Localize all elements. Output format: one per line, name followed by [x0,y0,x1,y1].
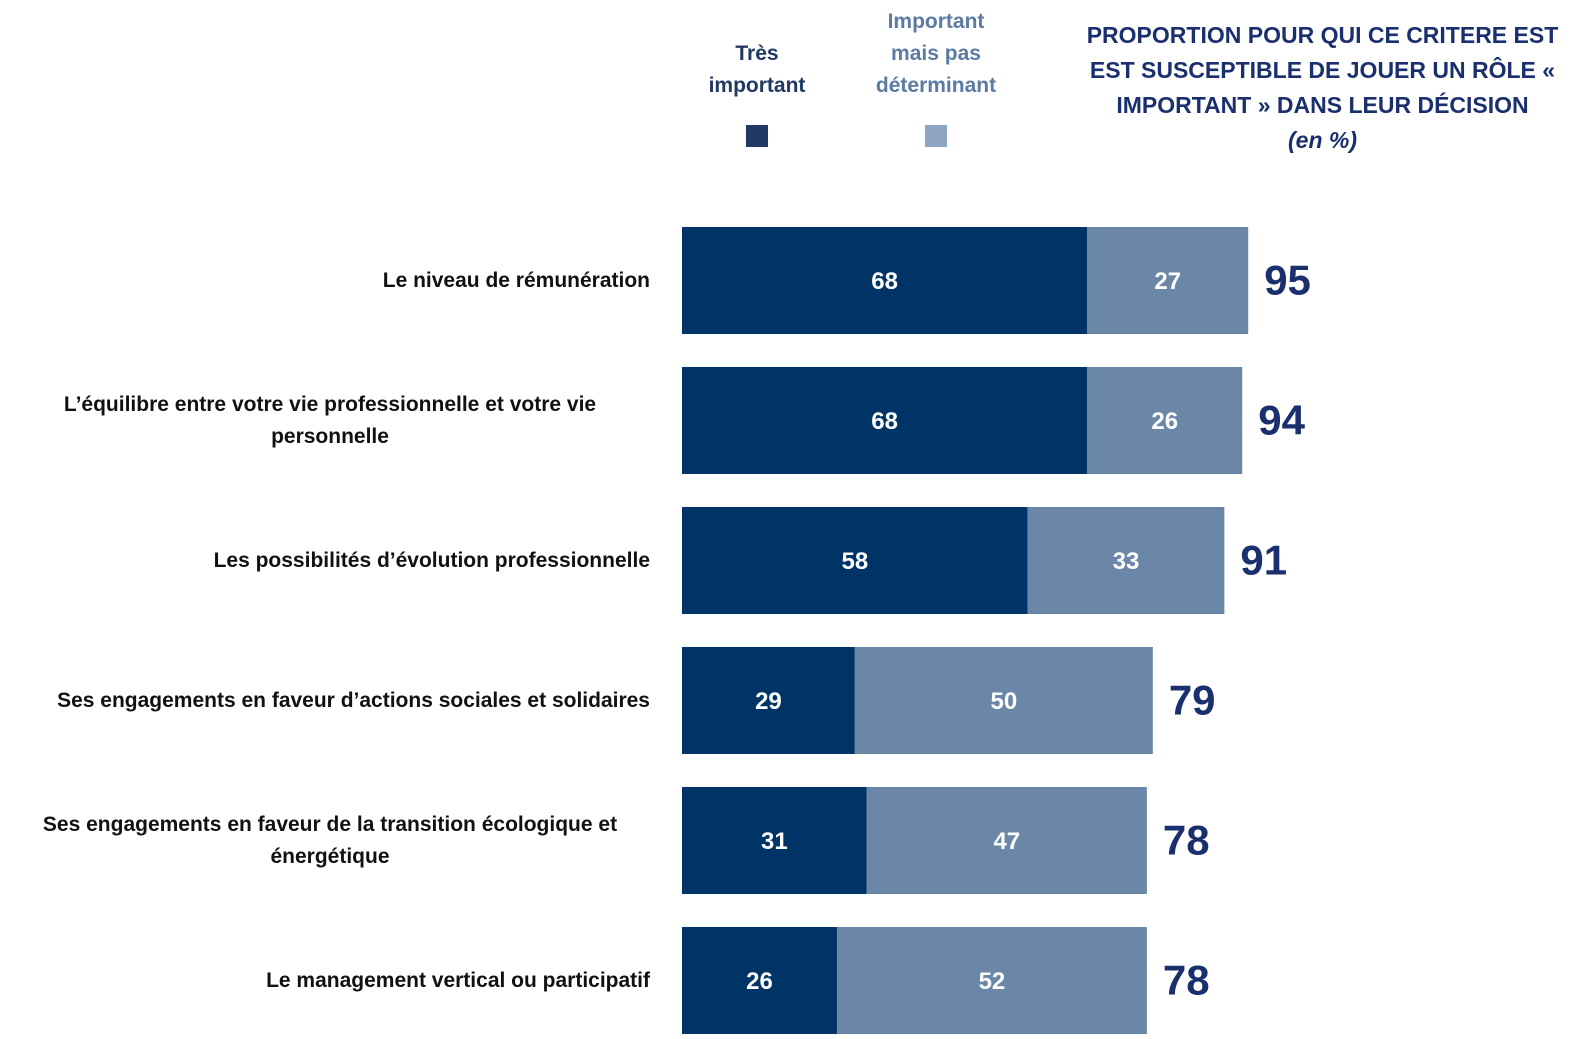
category-label: Ses engagements en faveur d’actions soci… [10,685,650,717]
bar-segment [682,507,1028,614]
bar-segment [866,787,1147,894]
data-label: 26 [746,968,773,995]
data-label: 29 [755,688,782,715]
data-label: 27 [1154,268,1181,295]
bar-segment [682,787,867,894]
data-label: 58 [841,548,868,575]
data-label: 31 [761,828,788,855]
total-label: 79 [1169,677,1216,724]
bar-segment [682,927,837,1034]
total-label: 91 [1240,537,1287,584]
category-label: Le niveau de rémunération [10,265,650,297]
category-text: Les possibilités d’évolution professionn… [213,548,650,572]
bar-segment [1027,507,1225,614]
total-label: 95 [1264,257,1311,304]
legend-label: Important mais pas déterminant [875,10,997,97]
total-label: 94 [1258,397,1305,444]
bar-segment [854,647,1153,754]
data-label: 52 [979,968,1006,995]
total-label: 78 [1163,957,1210,1004]
category-text: Le niveau de rémunération [382,268,650,292]
category-text: L’équilibre entre votre vie professionne… [63,392,597,448]
chart-title: PROPORTION POUR QUI CE CRITERE EST EST S… [1086,22,1559,118]
category-text: Ses engagements en faveur de la transiti… [42,812,618,868]
chart-title-block: PROPORTION POUR QUI CE CRITERE EST EST S… [1075,18,1570,158]
bar-segment [682,227,1088,334]
data-label: 26 [1151,408,1178,435]
category-label: L’équilibre entre votre vie professionne… [10,389,650,453]
bar-segment [1087,227,1249,334]
category-label: Les possibilités d’évolution professionn… [10,545,650,577]
legend-label: Très important [708,42,806,97]
data-label: 68 [871,408,898,435]
data-label: 68 [871,268,898,295]
data-label: 50 [990,688,1017,715]
data-label: 33 [1113,548,1140,575]
bar-segment [682,367,1088,474]
data-label: 47 [993,828,1020,855]
legend-swatch [925,125,947,147]
bar-segment [1087,367,1243,474]
category-label: Le management vertical ou participatif [10,965,650,997]
chart-subtitle: (en %) [1288,127,1357,153]
total-label: 78 [1163,817,1210,864]
legend-swatch [746,125,768,147]
bar-segment [836,927,1147,1034]
category-label: Ses engagements en faveur de la transiti… [10,809,650,873]
category-text: Ses engagements en faveur d’actions soci… [57,688,650,712]
bar-segment [682,647,855,754]
category-text: Le management vertical ou participatif [266,968,650,992]
